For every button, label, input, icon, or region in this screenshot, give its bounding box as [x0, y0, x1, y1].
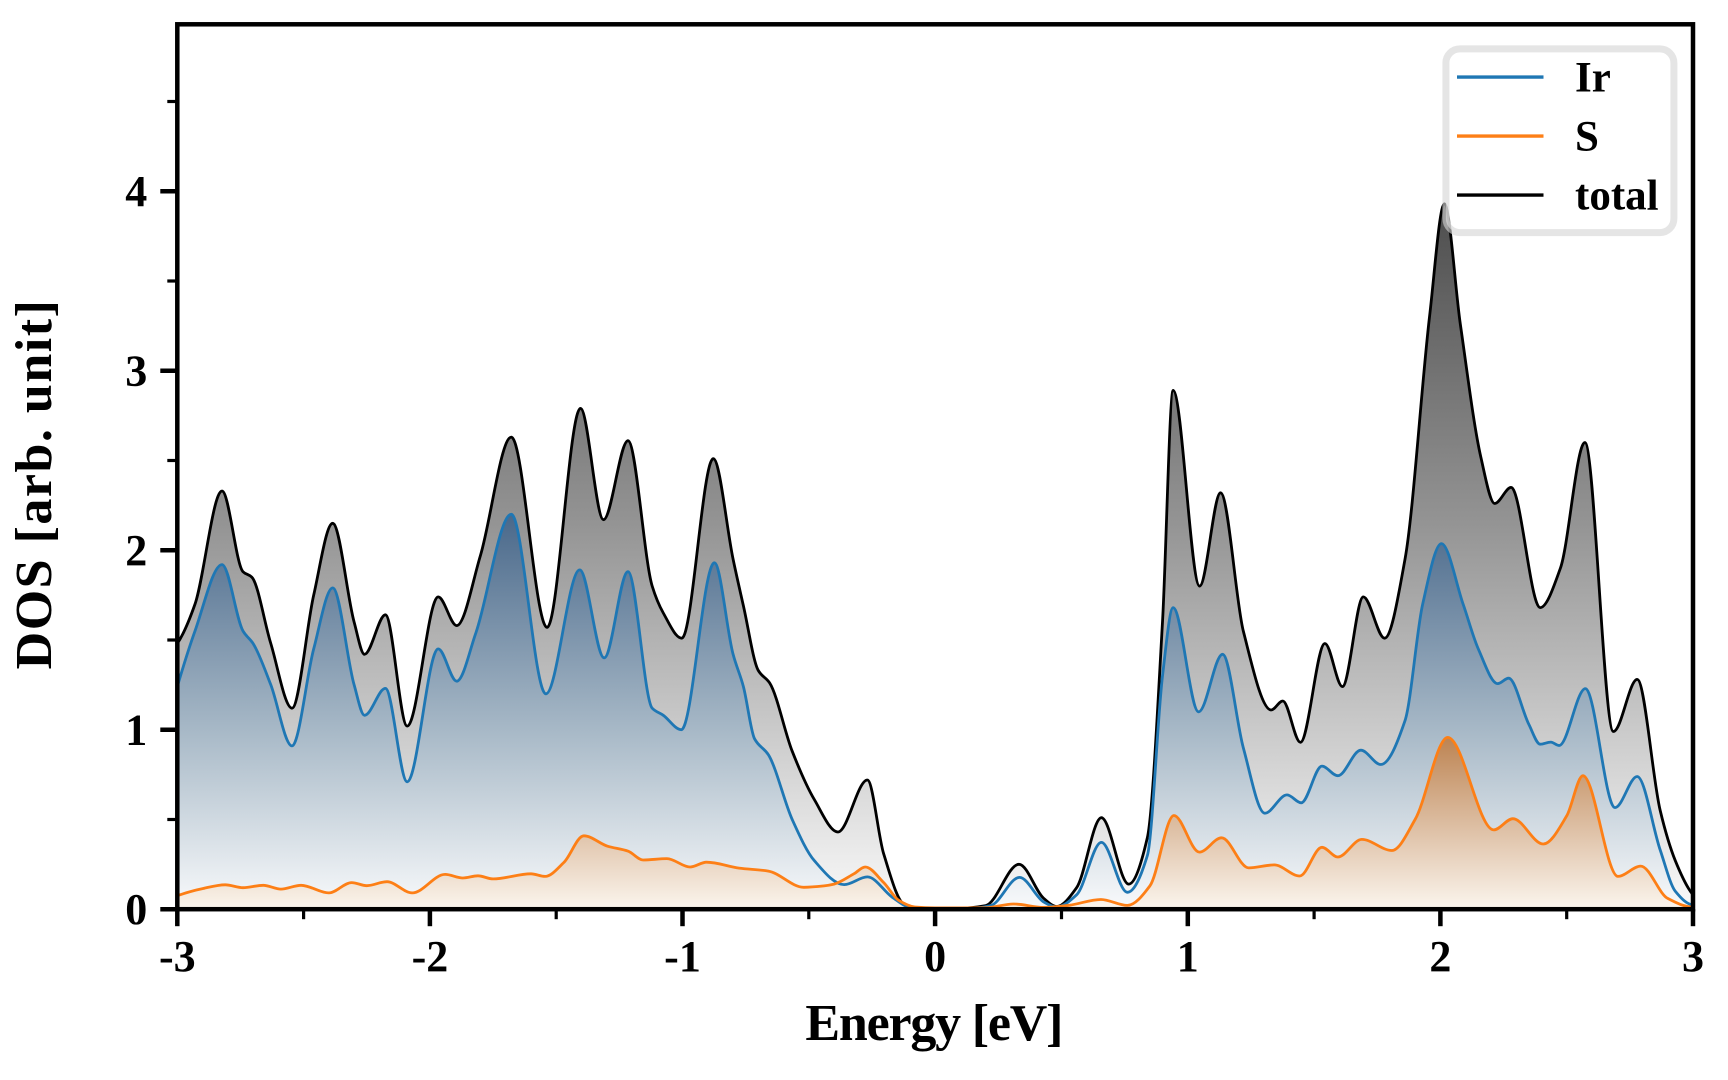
svg-text:0: 0 — [125, 885, 147, 934]
svg-text:3: 3 — [125, 347, 147, 396]
svg-text:2: 2 — [125, 526, 147, 575]
svg-text:3: 3 — [1682, 932, 1704, 981]
svg-text:4: 4 — [125, 167, 147, 216]
svg-text:-2: -2 — [412, 932, 449, 981]
svg-text:1: 1 — [1177, 932, 1199, 981]
svg-text:2: 2 — [1429, 932, 1451, 981]
svg-text:0: 0 — [924, 932, 946, 981]
svg-text:Ir: Ir — [1575, 55, 1611, 102]
svg-text:1: 1 — [125, 706, 147, 755]
svg-text:Energy [eV]: Energy [eV] — [805, 995, 1062, 1052]
svg-text:total: total — [1575, 173, 1659, 220]
svg-text:-1: -1 — [664, 932, 701, 981]
svg-text:DOS [arb. unit]: DOS [arb. unit] — [6, 299, 63, 670]
svg-text:-3: -3 — [159, 932, 196, 981]
svg-text:S: S — [1575, 114, 1599, 161]
